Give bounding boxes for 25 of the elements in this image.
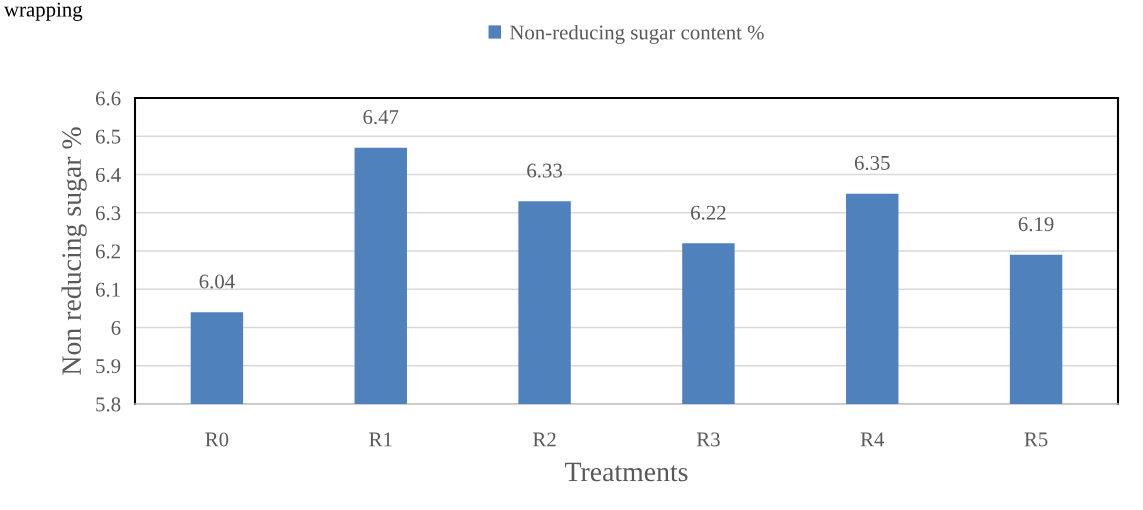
y-tick-label: 6 bbox=[111, 320, 121, 335]
data-label: 6.22 bbox=[691, 205, 726, 220]
x-tick-label: R5 bbox=[1024, 432, 1048, 447]
y-tick-label: 6.5 bbox=[95, 129, 121, 144]
x-axis-title: Treatments bbox=[565, 462, 688, 482]
x-tick-label: R4 bbox=[860, 432, 885, 447]
x-tick-label: R2 bbox=[533, 432, 556, 447]
y-axis-title: Non reducing sugar % bbox=[61, 127, 87, 375]
x-tick-label: R1 bbox=[369, 432, 392, 447]
text: wrapping bbox=[4, 2, 83, 21]
y-tick-label: 6.6 bbox=[95, 91, 121, 106]
data-label: 6.19 bbox=[1018, 217, 1054, 232]
data-label: 6.04 bbox=[199, 274, 235, 289]
data-label: 6.47 bbox=[363, 110, 399, 125]
x-tick-label: R0 bbox=[205, 432, 229, 447]
x-tick-label: R3 bbox=[696, 432, 720, 447]
legend-label: Non-reducing sugar content % bbox=[509, 24, 764, 44]
y-tick-label: 6.1 bbox=[95, 282, 120, 297]
y-tick-label: 6.2 bbox=[95, 244, 120, 259]
data-label: 6.33 bbox=[527, 163, 562, 178]
data-label: 6.35 bbox=[854, 155, 890, 171]
y-tick-label: 6.3 bbox=[95, 206, 121, 221]
y-tick-label: 5.9 bbox=[96, 359, 121, 374]
y-tick-label: 6.4 bbox=[95, 167, 121, 183]
y-tick-label: 5.8 bbox=[96, 397, 121, 412]
